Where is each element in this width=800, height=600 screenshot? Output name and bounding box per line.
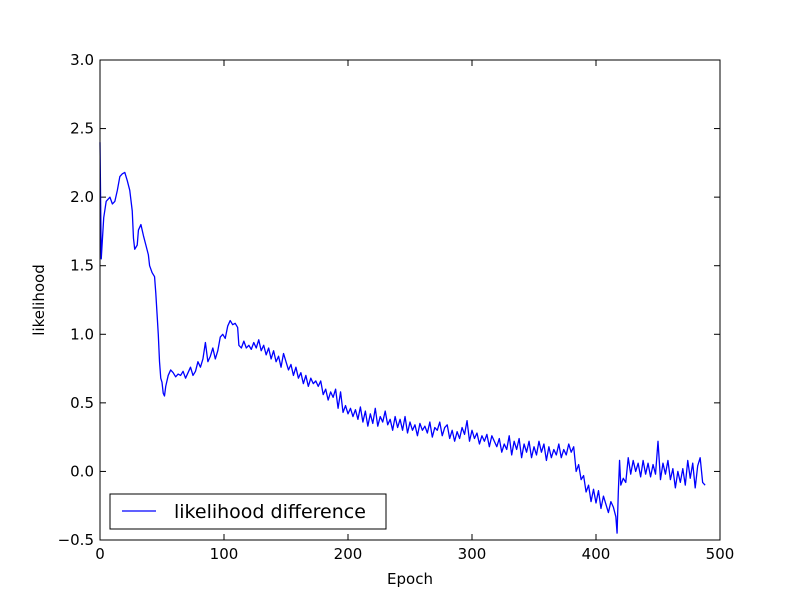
y-axis-label: likelihood <box>30 264 48 335</box>
y-tick-label: 1.5 <box>70 257 94 275</box>
x-tick-label: 200 <box>334 545 363 563</box>
legend-entry-likelihood-difference: likelihood difference <box>174 501 366 523</box>
series-line-likelihood-difference <box>99 142 706 534</box>
x-tick-label: 300 <box>458 545 487 563</box>
x-axis-ticks: 0 100 200 300 400 500 <box>95 60 734 563</box>
x-tick-label: 0 <box>95 545 105 563</box>
x-tick-label: 500 <box>706 545 735 563</box>
y-tick-label: 0.0 <box>70 462 94 480</box>
x-axis-label: Epoch <box>387 570 433 588</box>
y-tick-label: 1.0 <box>70 325 94 343</box>
y-tick-label: 2.5 <box>70 120 94 138</box>
plot-area <box>100 60 720 540</box>
y-tick-label: 2.0 <box>70 188 94 206</box>
y-tick-label: 3.0 <box>70 51 94 69</box>
legend: likelihood difference <box>109 493 387 530</box>
y-tick-label: −0.5 <box>58 531 94 549</box>
plot-frame <box>99 59 721 541</box>
x-tick-label: 400 <box>582 545 611 563</box>
y-tick-label: 0.5 <box>70 394 94 412</box>
x-tick-label: 100 <box>210 545 239 563</box>
y-axis-ticks: −0.5 0.0 0.5 1.0 1.5 2.0 2.5 3.0 <box>58 51 720 549</box>
